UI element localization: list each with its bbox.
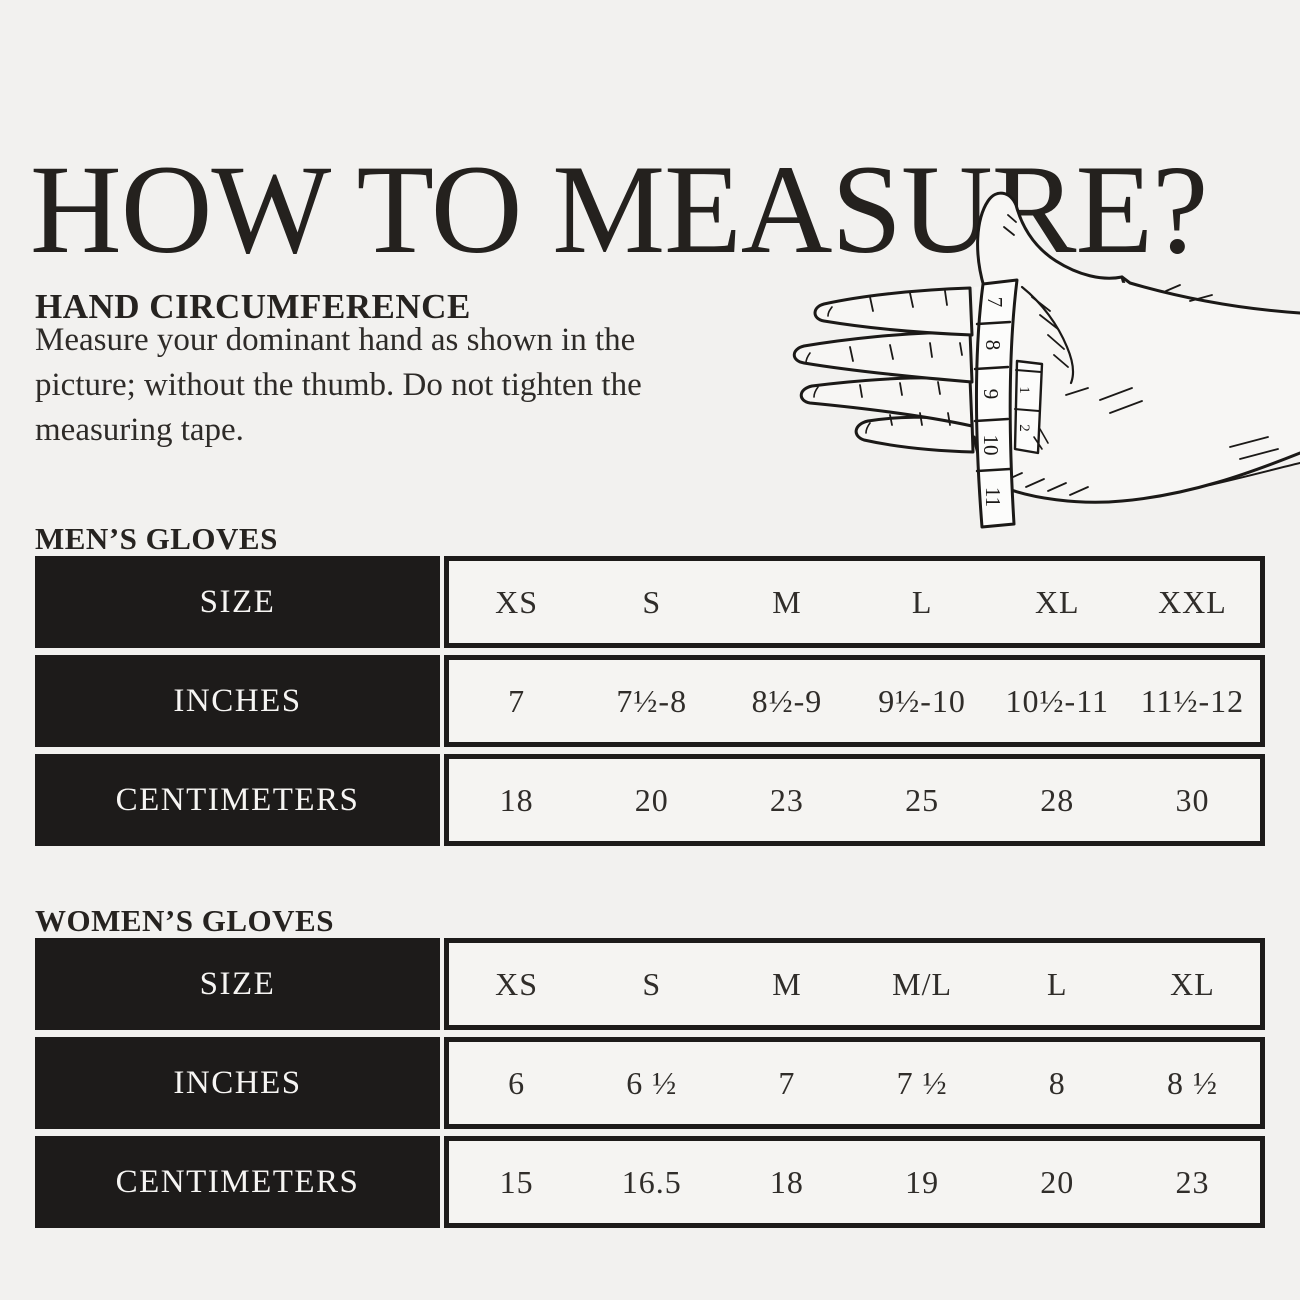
wrist-crease — [1209, 462, 1300, 486]
size-cell: M — [772, 965, 802, 1002]
tape-stub-number: 1 — [1016, 386, 1032, 394]
index-finger — [813, 286, 974, 337]
row-label: INCHES — [35, 655, 440, 747]
table-row-inches: INCHES 7 7½-8 8½-9 9½-10 10½-11 11½-12 — [35, 655, 1265, 747]
centimeters-cell: 16.5 — [621, 1163, 682, 1200]
centimeters-cell: 18 — [499, 781, 534, 818]
inches-cell: 7 — [508, 682, 526, 719]
centimeters-cell: 20 — [1040, 1163, 1075, 1200]
inches-cell: 7½-8 — [616, 682, 688, 719]
row-label: SIZE — [35, 556, 440, 648]
hand-measuring-tape-illustration: 1 2 7 8 9 10 11 — [792, 191, 1300, 529]
mens-gloves-heading: MEN’S GLOVES — [35, 521, 278, 556]
middle-finger — [792, 330, 974, 384]
inches-cell: 11½-12 — [1140, 682, 1245, 719]
size-cell: S — [642, 583, 662, 620]
tape-number: 8 — [981, 340, 1005, 351]
row-label: CENTIMETERS — [35, 754, 440, 846]
row-values: XS S M M/L L XL — [444, 938, 1265, 1030]
row-values: 7 7½-8 8½-9 9½-10 10½-11 11½-12 — [444, 655, 1265, 747]
centimeters-cell: 18 — [769, 1163, 804, 1200]
size-cell: L — [911, 583, 933, 620]
hand-instructions: Measure your dominant hand as shown in t… — [35, 318, 642, 453]
centimeters-cell: 19 — [905, 1163, 940, 1200]
size-cell: M/L — [892, 965, 953, 1002]
size-cell: XL — [1034, 583, 1080, 620]
tape-number: 9 — [979, 389, 1003, 400]
size-cell: XS — [495, 583, 539, 620]
size-cell: M — [772, 583, 802, 620]
centimeters-cell: 20 — [634, 781, 669, 818]
centimeters-cell: 15 — [499, 1163, 534, 1200]
instructions-line: picture; without the thumb. Do not tight… — [35, 367, 642, 403]
centimeters-cell: 23 — [769, 781, 804, 818]
size-cell: XL — [1170, 965, 1215, 1002]
tape-stub-hatching — [1033, 428, 1049, 450]
table-row-centimeters: CENTIMETERS 18 20 23 25 28 30 — [35, 754, 1265, 846]
tape-number: 11 — [981, 487, 1005, 507]
table-row-size: SIZE XS S M M/L L XL — [35, 938, 1265, 1030]
tape-number: 10 — [979, 435, 1003, 456]
tape-stub-dividers — [1014, 369, 1042, 412]
table-row-centimeters: CENTIMETERS 15 16.5 18 19 20 23 — [35, 1136, 1265, 1228]
finger-hatching — [849, 290, 963, 426]
row-values: 15 16.5 18 19 20 23 — [444, 1136, 1265, 1228]
centimeters-cell: 28 — [1040, 781, 1075, 818]
row-label: CENTIMETERS — [35, 1136, 440, 1228]
row-values: 18 20 23 25 28 30 — [444, 754, 1265, 846]
row-label: SIZE — [35, 938, 440, 1030]
hand-circumference-heading: HAND CIRCUMFERENCE — [35, 287, 471, 327]
inches-cell: 8½-9 — [751, 682, 823, 719]
womens-gloves-table: SIZE XS S M M/L L XL INCHES 6 6 ½ 7 7 ½ … — [35, 938, 1265, 1235]
table-row-inches: INCHES 6 6 ½ 7 7 ½ 8 8 ½ — [35, 1037, 1265, 1129]
size-cell: XS — [495, 965, 539, 1002]
size-cell: S — [642, 965, 662, 1002]
thumb-hatching — [1003, 214, 1069, 368]
inches-cell: 10½-11 — [1005, 682, 1109, 719]
row-values: 6 6 ½ 7 7 ½ 8 8 ½ — [444, 1037, 1265, 1129]
inches-cell: 8 — [1048, 1064, 1066, 1101]
tape-number: 7 — [983, 297, 1007, 308]
hand-top-contour — [1120, 275, 1300, 315]
instructions-line: measuring tape. — [35, 412, 244, 448]
measuring-tape — [975, 278, 1019, 529]
size-cell: L — [1047, 965, 1068, 1002]
mens-gloves-table: SIZE XS S M L XL XXL INCHES 7 7½-8 8½-9 … — [35, 556, 1265, 853]
tape-dividers — [973, 320, 1012, 473]
palm — [974, 281, 1300, 503]
inches-cell: 7 ½ — [896, 1064, 948, 1101]
womens-gloves-heading: WOMEN’S GLOVES — [35, 903, 334, 938]
tape-stub-number: 2 — [1016, 424, 1032, 432]
centimeters-cell: 30 — [1175, 781, 1210, 818]
table-row-size: SIZE XS S M L XL XXL — [35, 556, 1265, 648]
inches-cell: 7 — [778, 1064, 796, 1101]
ring-finger — [799, 376, 974, 428]
row-values: XS S M L XL XXL — [444, 556, 1265, 648]
measuring-tape-stub — [1013, 359, 1044, 455]
row-label: INCHES — [35, 1037, 440, 1129]
inches-cell: 6 — [508, 1064, 526, 1101]
centimeters-cell: 23 — [1175, 1163, 1210, 1200]
size-cell: XXL — [1158, 583, 1227, 620]
inches-cell: 9½-10 — [878, 682, 966, 719]
centimeters-cell: 25 — [905, 781, 940, 818]
inches-cell: 6 ½ — [626, 1064, 678, 1101]
instructions-line: Measure your dominant hand as shown in t… — [35, 322, 636, 358]
fingertip-creases — [805, 306, 871, 434]
inches-cell: 8 ½ — [1166, 1064, 1218, 1101]
